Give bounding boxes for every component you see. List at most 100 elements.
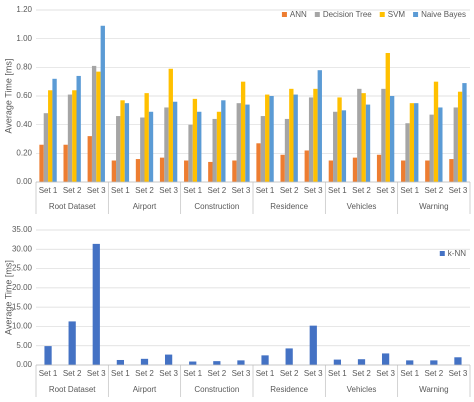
bar [197,111,202,182]
bar [361,93,366,182]
y-tick-label: 0.80 [16,62,32,71]
bar [414,103,419,182]
y-tick-label: 0.60 [16,91,32,100]
bar [245,104,250,182]
x-tick-label: Set 1 [183,186,202,195]
bar [438,107,443,182]
group-label: Residence [270,385,308,394]
group-label: Construction [194,202,239,211]
bar [237,360,245,365]
bar [76,75,81,182]
bar [44,346,52,365]
legend-label: Naive Bayes [421,10,466,19]
bar [240,81,246,182]
x-tick-label: Set 2 [280,186,299,195]
group-label: Vehicles [347,202,377,211]
bar [140,358,149,365]
bar [120,100,125,182]
bar [236,103,241,182]
x-tick-label: Set 3 [232,186,251,195]
bar [430,360,438,365]
bar [92,243,100,365]
legend-swatch [281,12,287,17]
bar [357,88,362,182]
bar [433,81,439,182]
bar [67,94,73,182]
x-tick-label: Set 2 [352,369,371,378]
bar [308,97,314,182]
bar [135,159,141,182]
bar [328,160,334,182]
y-tick-label: 1.20 [16,5,32,14]
bar [284,118,290,182]
bar [52,78,57,182]
x-tick-label: Set 1 [39,186,58,195]
y-tick-label: 0.20 [16,148,32,157]
x-tick-label: Set 2 [207,369,226,378]
bar [261,355,269,365]
bar [140,117,145,182]
bar [164,107,169,182]
x-tick-label: Set 1 [111,186,130,195]
group-label: Airport [133,385,157,394]
bar [96,71,101,182]
y-tick-label: 20.00 [12,283,33,292]
bar [184,160,189,182]
bar [72,90,77,182]
bar [100,25,105,183]
x-tick-label: Set 2 [135,186,154,195]
bar [148,111,154,182]
legend-label: SVM [388,10,406,19]
x-tick-label: Set 1 [256,369,275,378]
x-tick-label: Set 1 [183,369,202,378]
y-tick-label: 1.00 [16,34,32,43]
group-label: Residence [270,202,308,211]
group-label: Vehicles [347,385,377,394]
bar [313,88,318,182]
group-label: Airport [133,202,157,211]
bar [111,160,117,182]
x-tick-label: Set 2 [280,369,299,378]
bar [389,96,395,182]
group-label: Root Dataset [49,202,96,211]
x-tick-label: Set 1 [256,186,275,195]
bar [341,110,347,182]
x-tick-label: Set 1 [328,369,347,378]
bar [454,357,462,365]
bar [43,113,49,182]
bar [221,100,226,182]
x-tick-label: Set 2 [424,369,443,378]
bar [333,111,338,182]
x-tick-label: Set 2 [207,186,226,195]
bar [144,93,149,182]
bar [457,91,463,182]
bar [365,104,371,182]
bar [208,161,213,182]
bar [39,144,44,182]
bar [213,361,221,365]
bar [260,116,266,182]
legend-label: k-NN [448,249,466,258]
bar [289,88,294,182]
x-tick-label: Set 3 [87,186,106,195]
bar [116,116,121,182]
y-axis-title: Average Time [ms] [3,260,13,335]
x-tick-label: Set 1 [39,369,58,378]
group-label: Warning [419,202,449,211]
bar [159,157,165,182]
x-tick-label: Set 1 [400,369,419,378]
bar [216,111,222,182]
bar [381,353,390,365]
bar [304,150,309,182]
bar [87,136,92,182]
bar [405,123,410,182]
y-tick-label: 15.00 [12,302,33,311]
bar [337,97,342,182]
x-tick-label: Set 3 [449,369,468,378]
bar [409,103,415,182]
group-label: Warning [419,385,449,394]
group-label: Construction [194,385,239,394]
bar [48,90,53,182]
bar [269,96,274,182]
